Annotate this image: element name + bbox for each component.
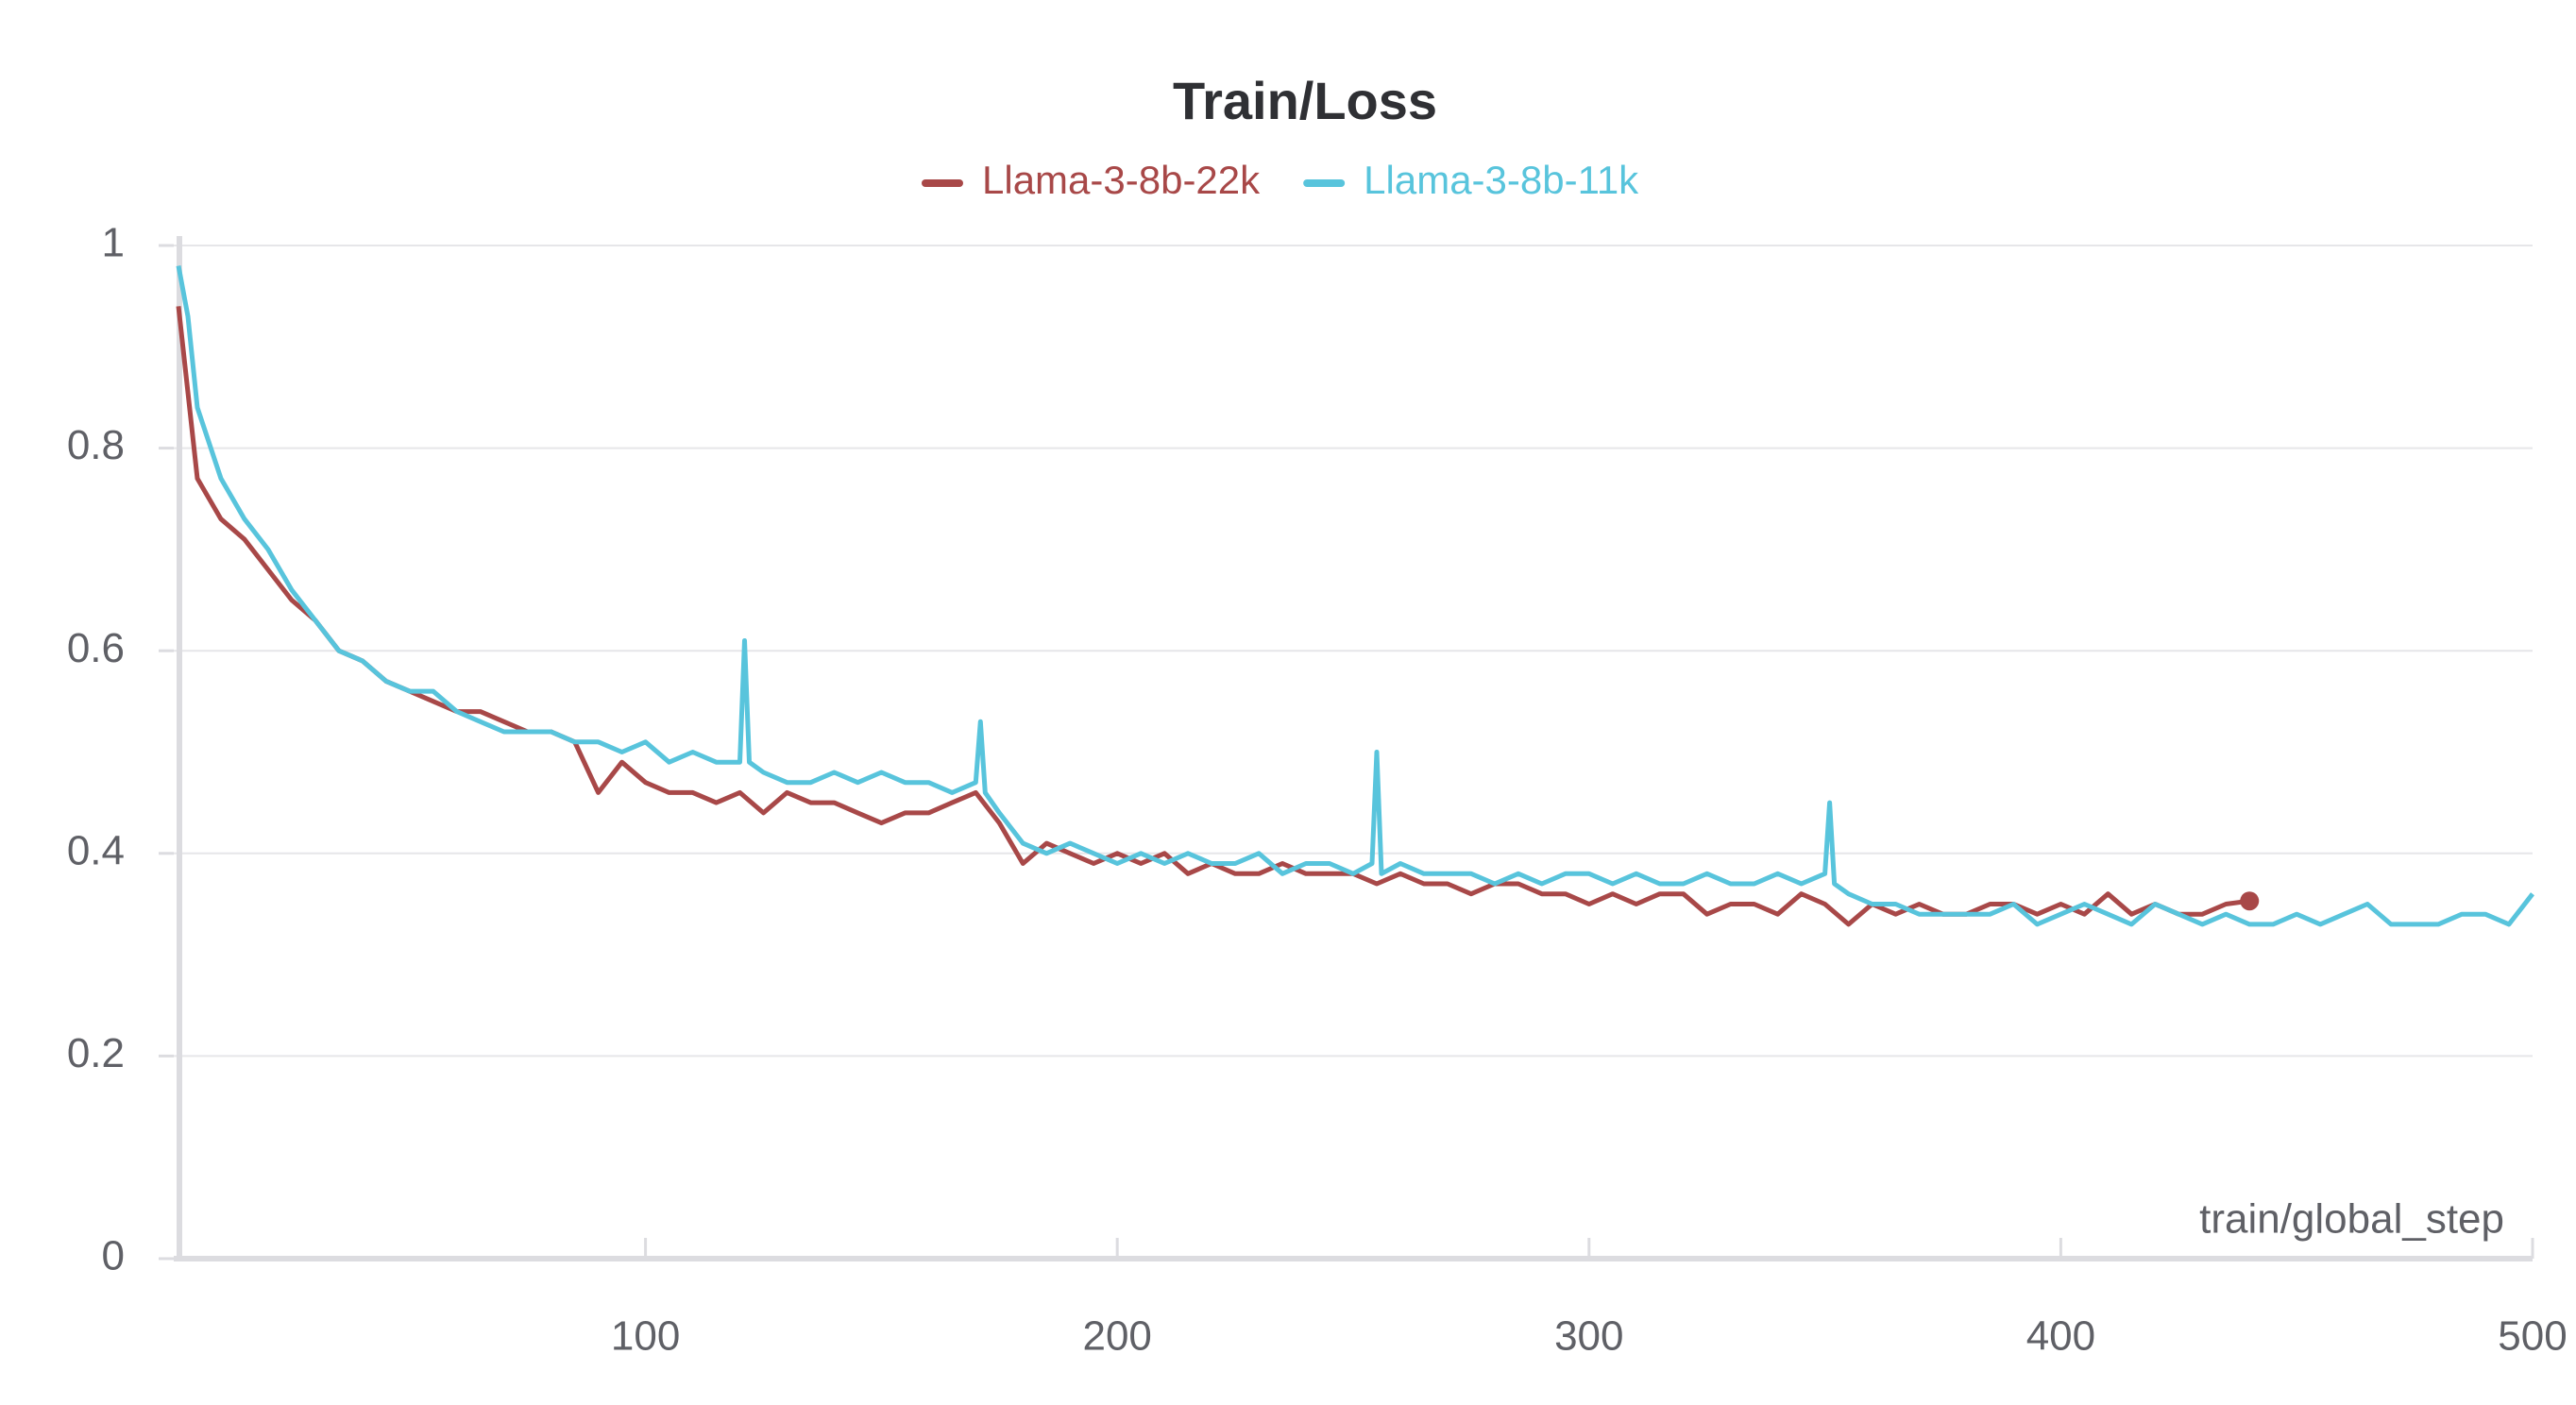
y-tick-label: 0.6 [67, 625, 125, 671]
y-tick-label: 1 [102, 220, 125, 266]
y-tick-label: 0.4 [67, 827, 125, 873]
y-tick-label: 0 [102, 1233, 125, 1279]
series-line [176, 265, 2534, 927]
x-tick-label: 500 [2498, 1313, 2567, 1360]
end-point [2240, 891, 2260, 911]
x-tick-label: 300 [1554, 1313, 1623, 1360]
y-tick-label: 0.8 [67, 422, 125, 468]
x-tick-label: 200 [1082, 1313, 1151, 1360]
chart-title: Train/Loss [1173, 71, 1437, 130]
y-tick-label: 0.2 [67, 1030, 125, 1076]
series-line [176, 306, 2250, 927]
x-tick-label: 100 [611, 1313, 680, 1360]
x-axis-label: train/global_step [2199, 1196, 2504, 1243]
legend-label: Llama-3-8b-11k [1364, 158, 1639, 202]
x-tick-label: 400 [2026, 1313, 2095, 1360]
legend-label: Llama-3-8b-22k [982, 158, 1261, 202]
